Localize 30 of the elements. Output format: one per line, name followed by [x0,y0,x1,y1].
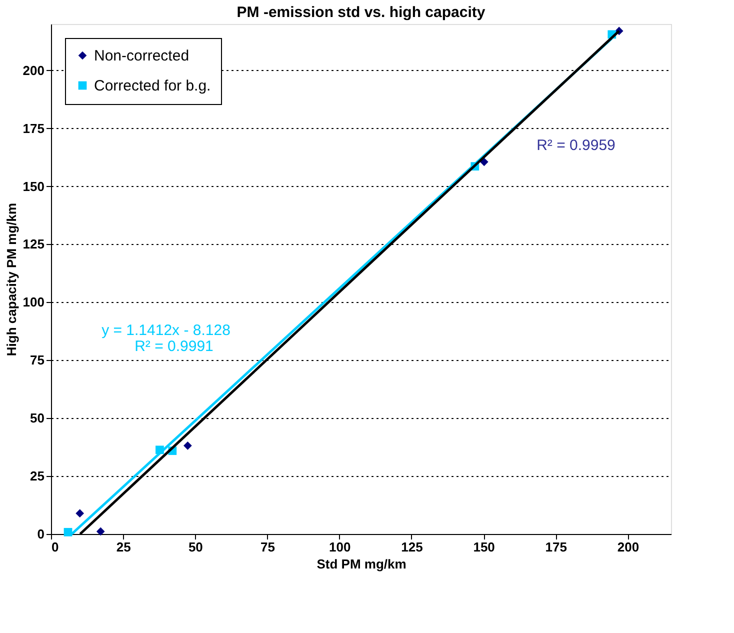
y-tick-label: 100 [22,294,44,310]
x-axis-title: Std PM mg/km [316,556,406,572]
chart-title: PM -emission std vs. high capacity [236,4,486,21]
y-tick-label: 75 [30,352,44,368]
y-tick-label: 125 [22,236,44,252]
point [64,528,72,536]
y-tick-label: 0 [37,526,44,542]
x-tick-label: 75 [260,540,276,554]
y-tick-label: 25 [30,468,44,484]
annotation: y = 1.1412x - 8.128 [102,322,230,339]
point [184,441,192,450]
point [76,509,84,518]
x-tick-label: 200 [617,540,640,554]
legend-label: Non-corrected [94,48,190,64]
y-tick-label: 175 [22,120,44,136]
point [96,527,105,536]
x-tick-label: 50 [188,540,203,554]
annotation: R² = 0.9959 [536,137,616,154]
y-tick-label: 200 [22,62,44,78]
y-axis-title: High capacity PM mg/km [4,202,19,356]
x-tick-label: 0 [52,540,59,554]
x-tick-label: 150 [473,540,495,554]
x-tick-label: 100 [329,540,351,554]
x-tick-label: 25 [116,540,131,554]
y-tick-label: 50 [30,410,44,426]
y-tick-label: 150 [22,178,44,194]
x-tick-label: 125 [401,540,423,554]
annotation: R² = 0.9991 [134,338,214,355]
x-tick-label: 175 [545,540,568,554]
legend-label: Corrected for b.g. [94,78,211,94]
